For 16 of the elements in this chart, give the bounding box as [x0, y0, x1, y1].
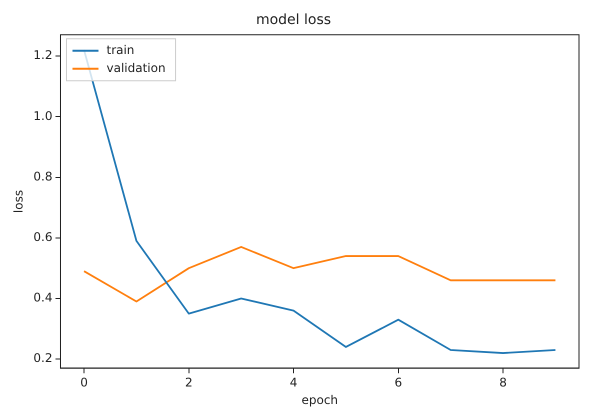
x-axis-title: epoch: [301, 392, 338, 407]
y-axis-title: loss: [11, 190, 26, 214]
x-tick-label: 6: [394, 376, 402, 390]
x-tick-label: 8: [499, 376, 507, 390]
y-tick-label: 0.8: [33, 169, 52, 184]
chart-title: model loss: [256, 12, 332, 28]
legend-label: train: [106, 42, 134, 57]
x-tick-label: 0: [80, 376, 88, 390]
y-tick-label: 0.4: [33, 290, 52, 305]
y-tick-label: 0.2: [33, 351, 52, 366]
x-tick-label: 4: [290, 376, 298, 390]
legend-label: validation: [106, 60, 166, 75]
y-tick-label: 1.0: [33, 108, 52, 123]
x-tick-label: 2: [184, 376, 193, 390]
y-tick-label: 0.6: [33, 230, 52, 244]
y-tick-label: 1.2: [33, 48, 52, 62]
